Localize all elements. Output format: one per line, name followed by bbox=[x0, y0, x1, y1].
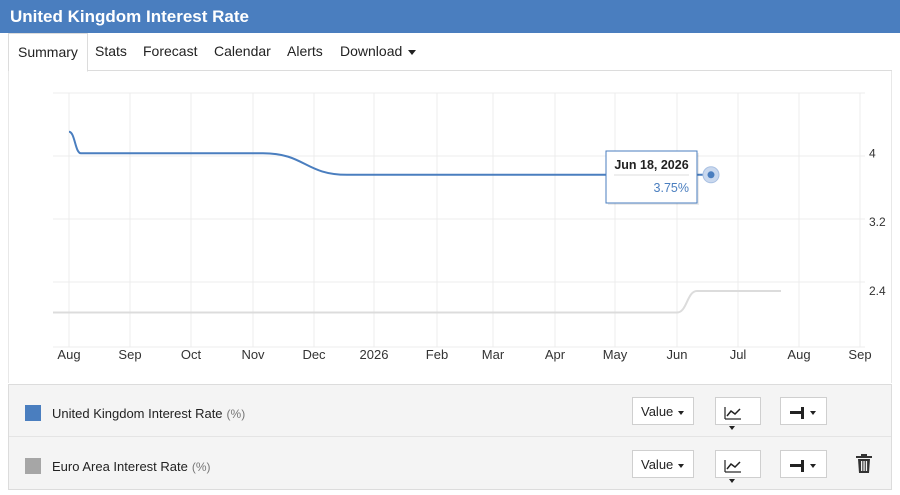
tooltip-box bbox=[605, 150, 698, 204]
tab-download-label: Download bbox=[340, 43, 403, 59]
axis-side-icon bbox=[790, 406, 804, 419]
tab-calendar[interactable]: Calendar bbox=[214, 43, 271, 59]
euro-series-name: Euro Area Interest Rate bbox=[52, 459, 188, 474]
page-title: United Kingdom Interest Rate bbox=[0, 0, 900, 33]
x-tick-label: Aug bbox=[57, 347, 80, 362]
tab-forecast[interactable]: Forecast bbox=[143, 43, 198, 59]
chevron-down-icon bbox=[678, 410, 685, 415]
x-tick-label: Dec bbox=[302, 347, 326, 362]
data-point bbox=[707, 171, 715, 179]
x-tick-label: Jul bbox=[730, 347, 747, 362]
line-chart-icon bbox=[724, 406, 741, 420]
euro-chart-type-dropdown[interactable] bbox=[715, 450, 761, 484]
uk-series-swatch bbox=[25, 405, 41, 421]
uk-series-unit: (%) bbox=[226, 407, 246, 421]
tab-alerts[interactable]: Alerts bbox=[287, 43, 323, 59]
uk-series-line bbox=[68, 130, 711, 176]
chevron-down-icon bbox=[810, 410, 816, 415]
euro-series-swatch bbox=[25, 458, 41, 474]
euro-axis-dropdown[interactable] bbox=[780, 450, 827, 478]
chevron-down-icon bbox=[729, 426, 735, 431]
x-tick-label: Oct bbox=[181, 347, 202, 362]
chevron-down-icon bbox=[729, 479, 735, 484]
euro-value-dropdown[interactable]: Value bbox=[632, 450, 694, 478]
x-tick-label: Aug bbox=[787, 347, 810, 362]
legend-row-euro: Euro Area Interest Rate (%) Value bbox=[9, 438, 891, 490]
chevron-down-icon bbox=[810, 463, 816, 468]
uk-axis-dropdown[interactable] bbox=[780, 397, 827, 425]
line-chart-icon bbox=[724, 459, 741, 473]
uk-series-name: United Kingdom Interest Rate bbox=[52, 406, 223, 421]
legend-row-uk: United Kingdom Interest Rate (%) Value bbox=[9, 385, 891, 437]
x-tick-label: Sep bbox=[118, 347, 141, 362]
x-tick-label: Feb bbox=[426, 347, 448, 362]
tooltip-value: 3.75% bbox=[654, 181, 689, 195]
axis-side-icon bbox=[790, 459, 804, 472]
uk-value-label: Value bbox=[641, 404, 674, 419]
tab-download[interactable]: Download bbox=[340, 33, 417, 71]
tooltip-date: Jun 18, 2026 bbox=[614, 158, 688, 172]
tab-summary[interactable]: Summary bbox=[8, 33, 88, 72]
trash-icon[interactable] bbox=[855, 454, 873, 474]
line-chart: Aug Sep Oct Nov Dec 2026 Feb Mar Apr May Jun Jul Aug… bbox=[53, 92, 886, 362]
y-tick-label: 2.4 bbox=[869, 284, 886, 298]
euro-value-label: Value bbox=[641, 457, 674, 472]
x-tick-label: 2026 bbox=[360, 347, 389, 362]
legend-panel: United Kingdom Interest Rate (%) Value Eu… bbox=[8, 384, 892, 490]
x-tick-label: Mar bbox=[482, 347, 505, 362]
uk-value-dropdown[interactable]: Value bbox=[632, 397, 694, 425]
y-tick-label: 3.2 bbox=[869, 215, 886, 229]
x-tick-label: Sep bbox=[848, 347, 871, 362]
chart-area: Aug Sep Oct Nov Dec 2026 Feb Mar Apr May Jun Jul Aug… bbox=[8, 71, 892, 383]
x-tick-label: Jun bbox=[667, 347, 688, 362]
x-tick-label: Nov bbox=[241, 347, 265, 362]
euro-series-unit: (%) bbox=[191, 460, 211, 474]
uk-series-label: United Kingdom Interest Rate (%) bbox=[52, 406, 245, 421]
x-tick-label: Apr bbox=[545, 347, 566, 362]
chevron-down-icon bbox=[408, 49, 417, 55]
chevron-down-icon bbox=[678, 463, 685, 468]
tab-bar: Summary Stats Forecast Calendar Alerts D… bbox=[8, 33, 892, 72]
tab-stats[interactable]: Stats bbox=[95, 43, 127, 59]
euro-series-line bbox=[53, 290, 781, 314]
uk-chart-type-dropdown[interactable] bbox=[715, 397, 761, 431]
x-tick-label: May bbox=[603, 347, 628, 362]
y-tick-label: 4 bbox=[869, 146, 876, 160]
euro-series-label: Euro Area Interest Rate (%) bbox=[52, 459, 211, 474]
